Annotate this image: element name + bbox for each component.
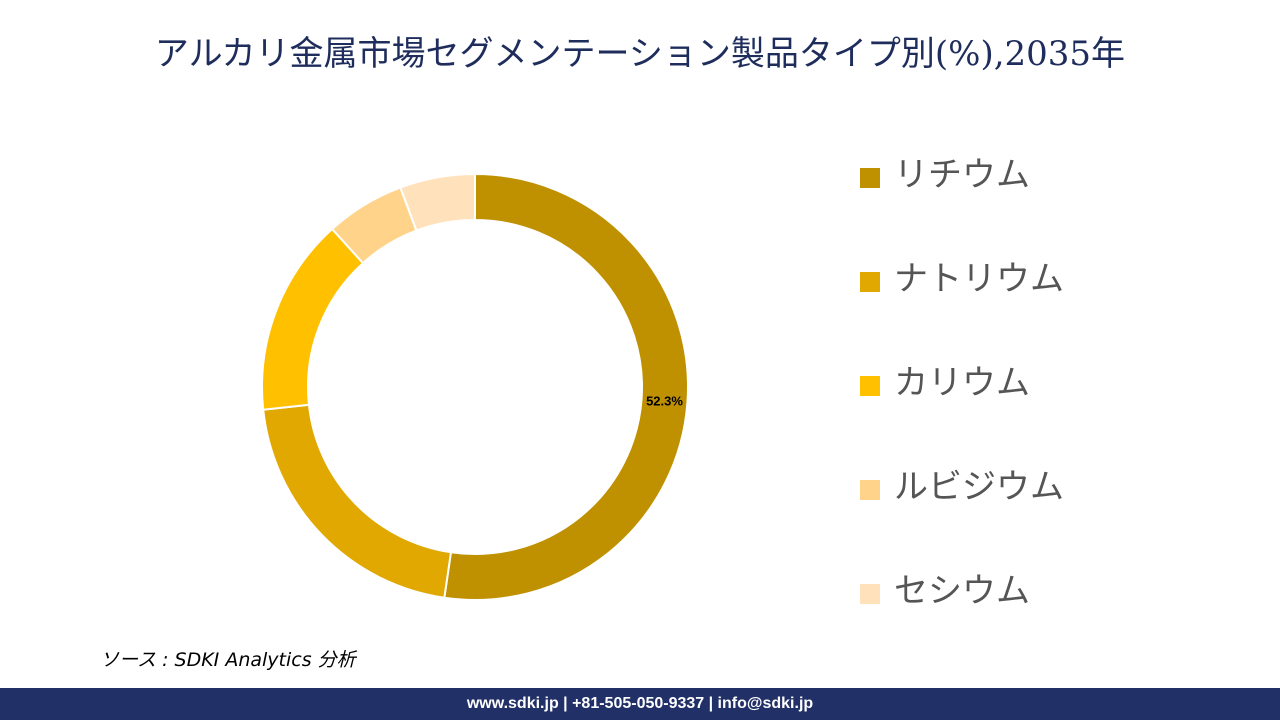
legend-swatch [860, 272, 880, 292]
donut-slice-5 [399, 172, 476, 232]
source-note: ソース : SDKI Analytics 分析 [100, 649, 356, 671]
legend-item-1: リチウム [860, 150, 1260, 254]
legend-item-2: ナトリウム [860, 254, 1260, 358]
donut-slices [261, 172, 689, 601]
legend-item-3: カリウム [860, 358, 1260, 462]
legend-swatch [860, 168, 880, 188]
chart-title: アルカリ金属市場セグメンテーション製品タイプ別(%),2035年 [154, 34, 1126, 74]
legend-label: セシウム [894, 571, 1030, 611]
legend-swatch [860, 376, 880, 396]
legend-swatch [860, 584, 880, 604]
legend-item-4: ルビジウム [860, 462, 1260, 566]
donut-slice-2 [262, 403, 453, 599]
legend-label: ナトリウム [894, 259, 1064, 299]
donut-slice-3 [261, 227, 365, 411]
legend-item-5: セシウム [860, 566, 1260, 670]
legend-label: リチウム [894, 155, 1030, 195]
legend-swatch [860, 480, 880, 500]
legend: リチウムナトリウムカリウムルビジウムセシウム [860, 150, 1260, 670]
donut-data-labels: 52.3% [646, 394, 683, 409]
data-label-1: 52.3% [646, 394, 683, 409]
legend-label: カリウム [894, 363, 1030, 403]
donut-slice-1 [443, 172, 689, 601]
legend-label: ルビジウム [894, 467, 1064, 507]
footer-contact-bar: www.sdki.jp | +81-505-050-9337 | info@sd… [0, 688, 1280, 720]
